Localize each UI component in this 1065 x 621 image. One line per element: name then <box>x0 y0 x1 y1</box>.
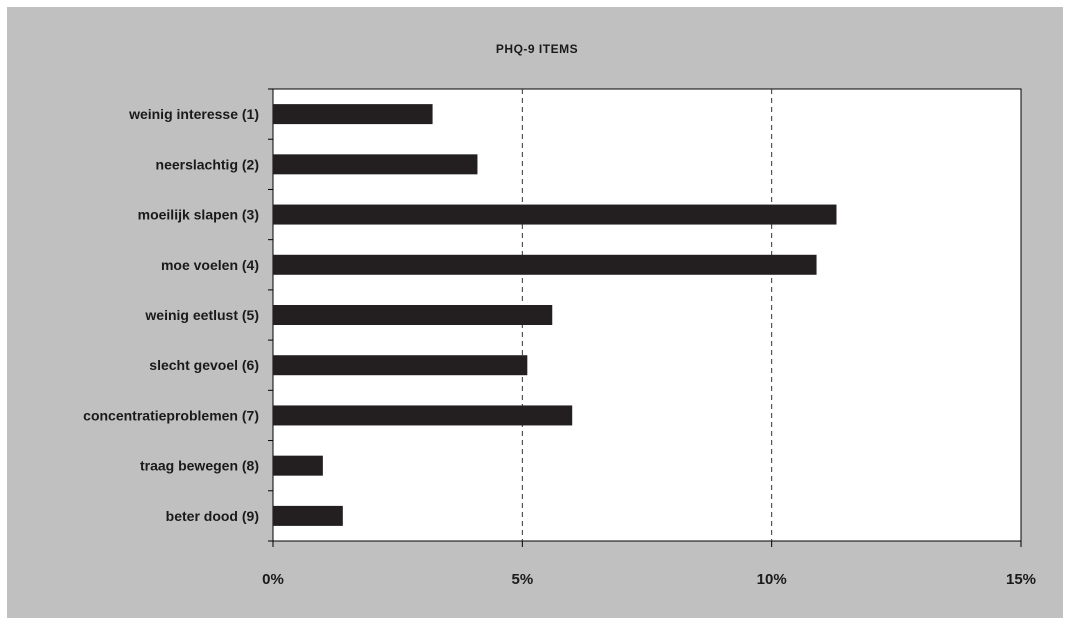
bar <box>273 104 433 125</box>
category-label: weinig eetlust (5) <box>144 307 259 323</box>
bar <box>273 204 837 225</box>
bar <box>273 405 573 426</box>
category-label: slecht gevoel (6) <box>149 357 259 373</box>
bar <box>273 305 553 325</box>
bar <box>273 154 478 175</box>
bar <box>273 254 817 275</box>
category-label: traag bewegen (8) <box>140 458 259 474</box>
category-label: neerslachtig (2) <box>156 156 259 172</box>
bar <box>273 505 343 526</box>
x-tick-label: 15% <box>1006 571 1036 588</box>
category-label: beter dood (9) <box>166 508 259 524</box>
category-label: moe voelen (4) <box>161 257 259 273</box>
category-label: weinig interesse (1) <box>128 106 259 122</box>
category-label: concentratieproblemen (7) <box>83 407 259 423</box>
bar <box>273 355 528 376</box>
x-tick-label: 5% <box>511 571 533 588</box>
category-label: moeilijk slapen (3) <box>138 207 259 223</box>
x-tick-label: 10% <box>757 571 787 588</box>
bar <box>273 455 323 476</box>
chart-title: PHQ-9 ITEMS <box>496 42 578 56</box>
x-tick-label: 0% <box>262 571 284 588</box>
